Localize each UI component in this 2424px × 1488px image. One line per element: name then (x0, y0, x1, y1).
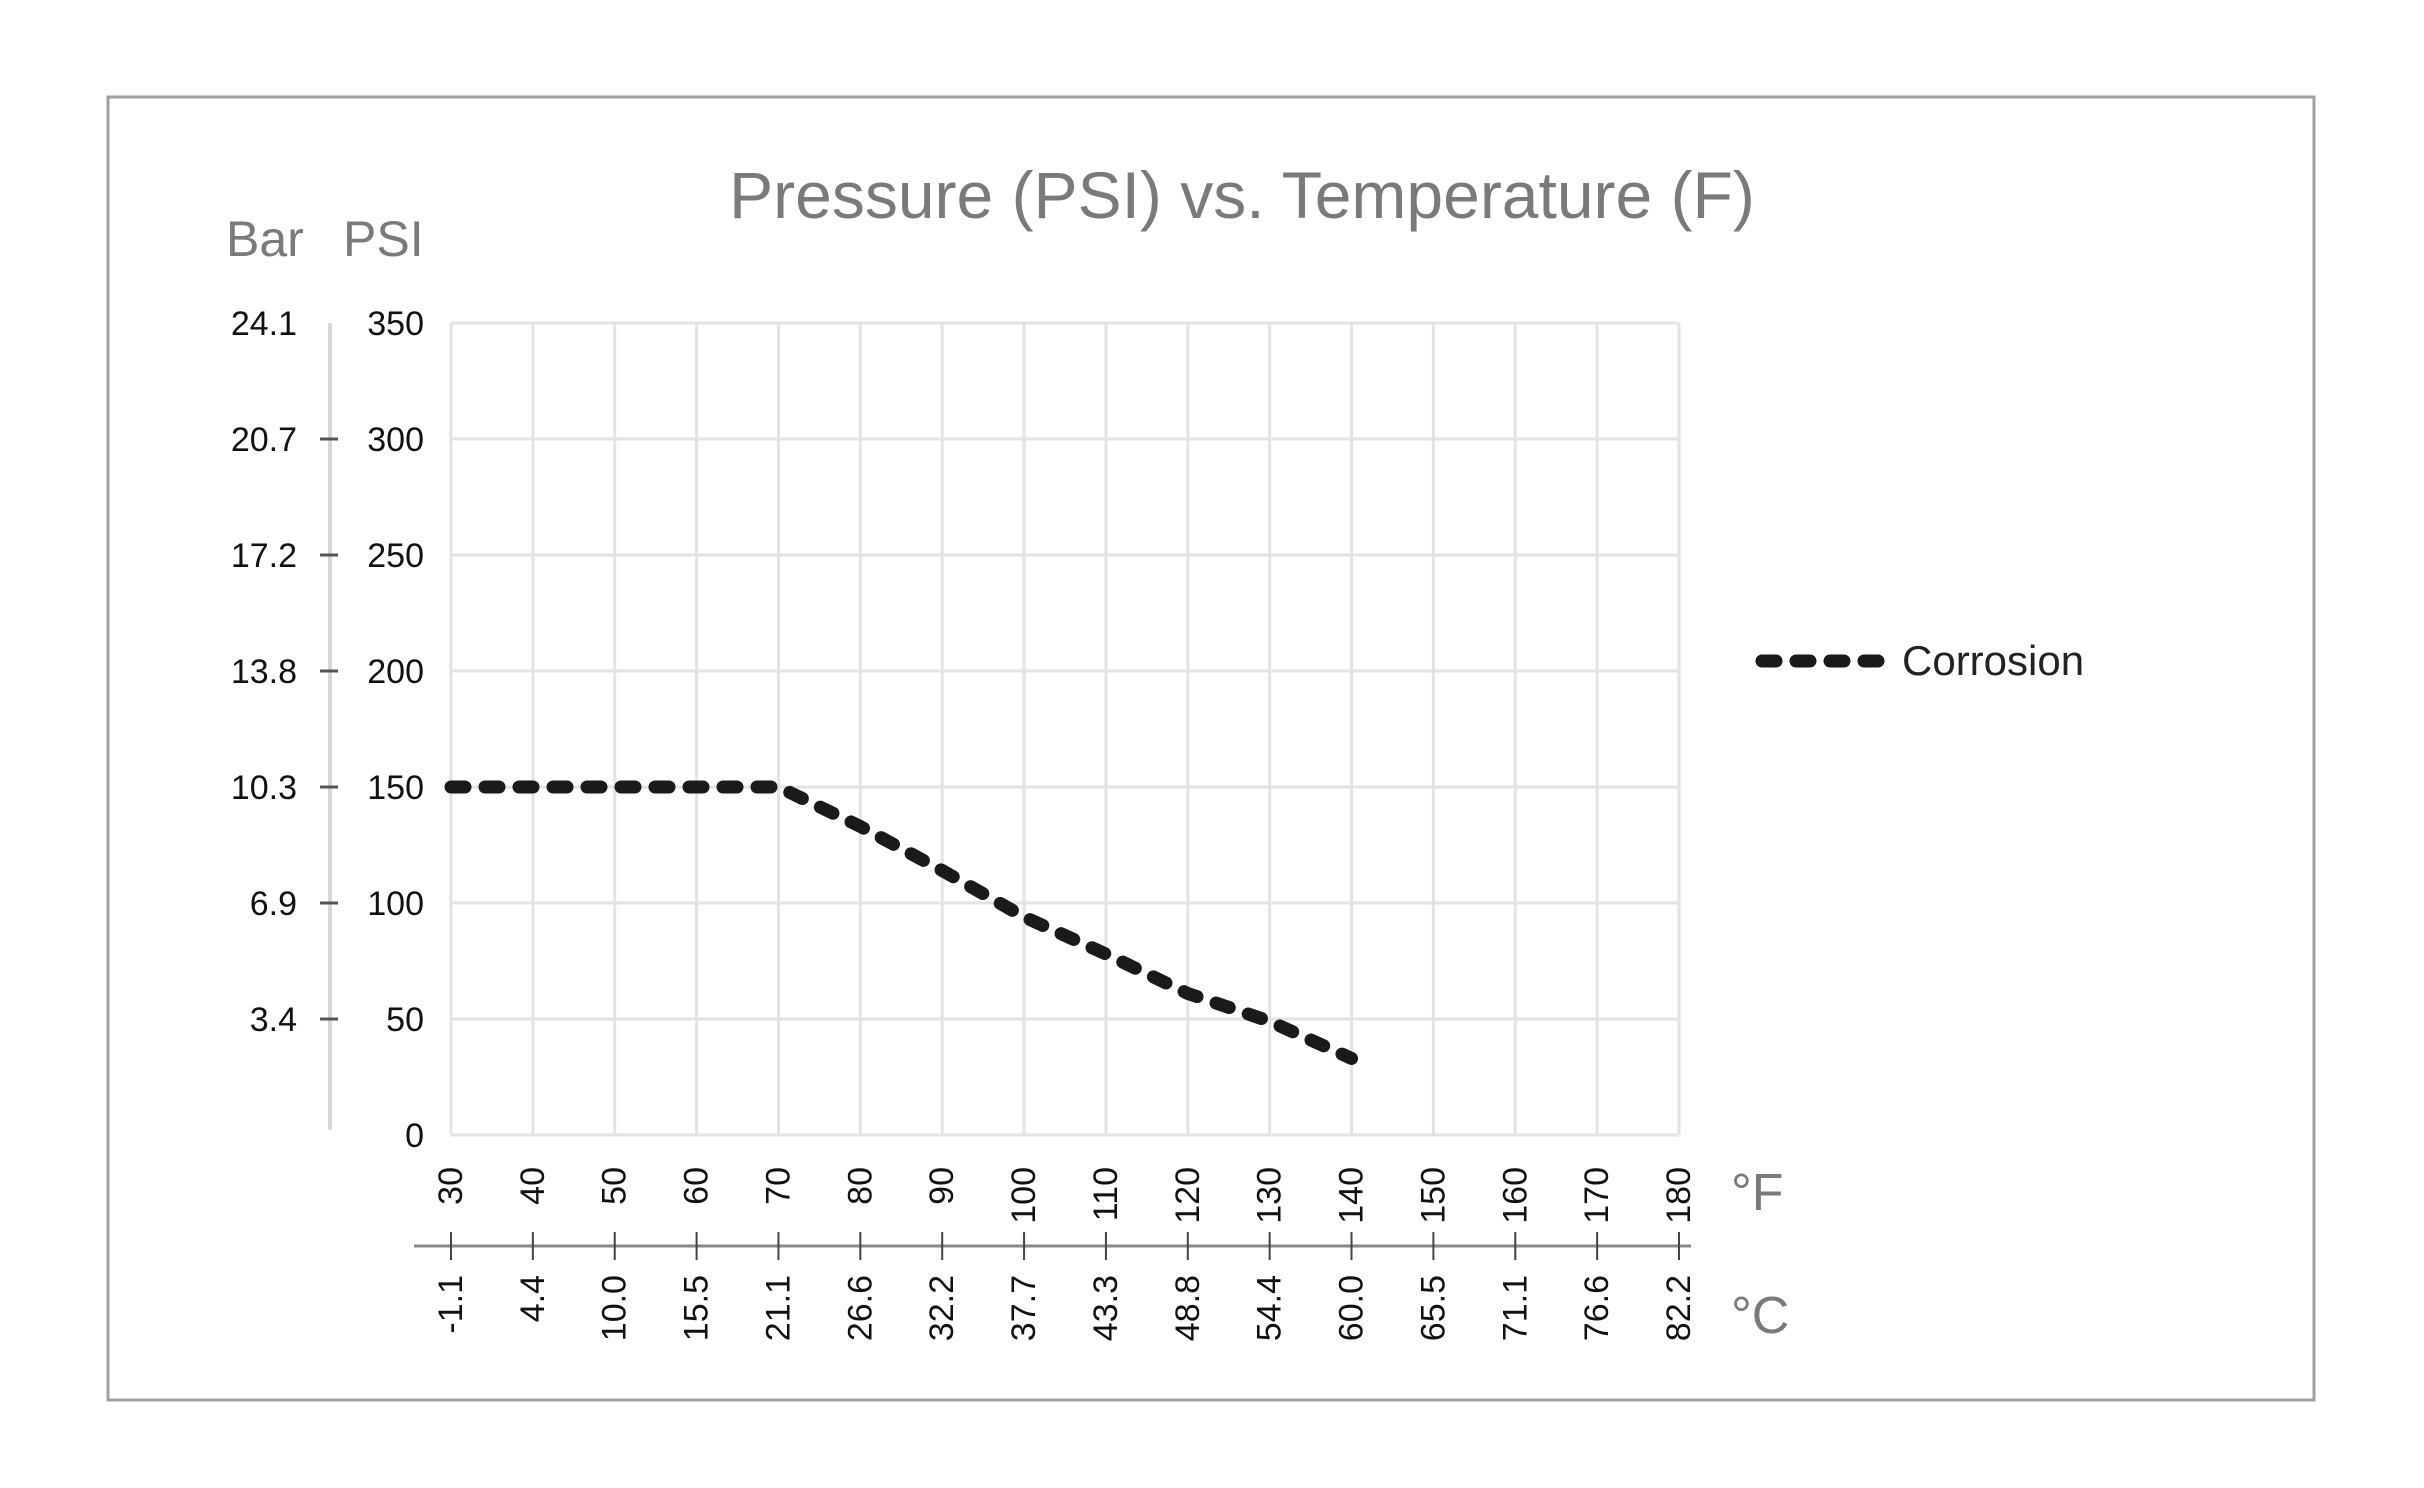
x-tick-label-f: 120 (1169, 1167, 1207, 1224)
x-tick-label-f: 100 (1005, 1167, 1043, 1224)
x-tick-label-c: 65.5 (1414, 1275, 1452, 1341)
x-unit-f: °F (1731, 1164, 1784, 1222)
x-tick-label-f: 90 (923, 1167, 961, 1205)
y-axis-label-bar: Bar (226, 211, 304, 267)
y-tick-label-psi: 200 (367, 653, 424, 691)
y-tick-label-bar: 6.9 (250, 885, 297, 923)
x-tick-label-f: 150 (1414, 1167, 1452, 1224)
y-tick-label-bar: 24.1 (231, 305, 297, 343)
chart-border (106, 95, 2316, 1402)
x-tick-label-f: 180 (1660, 1167, 1698, 1224)
y-tick-label-psi: 100 (367, 885, 424, 923)
x-tick-label-f: 60 (678, 1167, 716, 1205)
x-tick-label-f: 170 (1578, 1167, 1616, 1224)
y-tick-label-bar: 20.7 (231, 421, 297, 459)
x-tick-label-c: 15.5 (678, 1275, 716, 1341)
x-tick-label-c: 71.1 (1496, 1275, 1534, 1341)
x-tick-label-c: 60.0 (1333, 1275, 1371, 1341)
y-tick-label-bar: 10.3 (231, 769, 297, 807)
x-tick-label-f: 80 (841, 1167, 879, 1205)
legend-label-corrosion: Corrosion (1902, 637, 2084, 684)
x-tick-label-c: 54.4 (1251, 1275, 1289, 1341)
x-tick-label-f: 130 (1251, 1167, 1289, 1224)
x-tick-label-c: 4.4 (514, 1275, 552, 1322)
x-tick-label-c: -1.1 (432, 1275, 470, 1334)
series-line-corrosion (444, 780, 1359, 1065)
x-tick-label-c: 48.8 (1169, 1275, 1207, 1341)
series (444, 780, 1359, 1065)
x-tick-label-c: 21.1 (759, 1275, 797, 1341)
x-tick-label-f: 50 (596, 1167, 634, 1205)
y-tick-label-psi: 50 (386, 1001, 424, 1039)
y-tick-label-psi: 300 (367, 421, 424, 459)
x-tick-label-c: 10.0 (596, 1275, 634, 1341)
x-tick-label-c: 32.2 (923, 1275, 961, 1341)
x-tick-label-f: 110 (1087, 1167, 1125, 1221)
y-axis-label-psi: PSI (343, 211, 424, 267)
y-tick-label-psi: 0 (405, 1117, 424, 1155)
grid (449, 321, 1681, 1137)
y-tick-label-psi: 250 (367, 537, 424, 575)
y-axes: 0 50 3.4 100 6.9 150 10.3 200 13.8 250 17.2 300 20.7… (231, 305, 424, 1155)
y-tick-label-bar: 17.2 (231, 537, 297, 575)
x-tick-label-f: 30 (432, 1167, 470, 1205)
x-unit-c: °C (1731, 1287, 1789, 1345)
y-tick-label-psi: 150 (367, 769, 424, 807)
y-tick-label-psi: 350 (367, 305, 424, 343)
x-tick-label-c: 37.7 (1005, 1275, 1043, 1341)
y-tick-label-bar: 3.4 (250, 1001, 297, 1039)
x-tick-label-f: 140 (1333, 1167, 1371, 1224)
x-tick-label-c: 26.6 (841, 1275, 879, 1341)
x-tick-label-f: 70 (759, 1167, 797, 1205)
x-tick-label-f: 40 (514, 1167, 552, 1205)
x-axes: 30 -1.1 40 4.4 50 10.0 60 15.5 70 21.1 80 26.6 90 32.… (414, 1167, 1698, 1341)
x-tick-label-c: 43.3 (1087, 1275, 1125, 1341)
chart-title: Pressure (PSI) vs. Temperature (F) (729, 158, 1755, 232)
x-tick-label-c: 76.6 (1578, 1275, 1616, 1341)
x-tick-label-c: 82.2 (1660, 1275, 1698, 1341)
y-tick-label-bar: 13.8 (231, 653, 297, 691)
legend: Corrosion (1755, 637, 2084, 684)
x-tick-label-f: 160 (1496, 1167, 1534, 1224)
